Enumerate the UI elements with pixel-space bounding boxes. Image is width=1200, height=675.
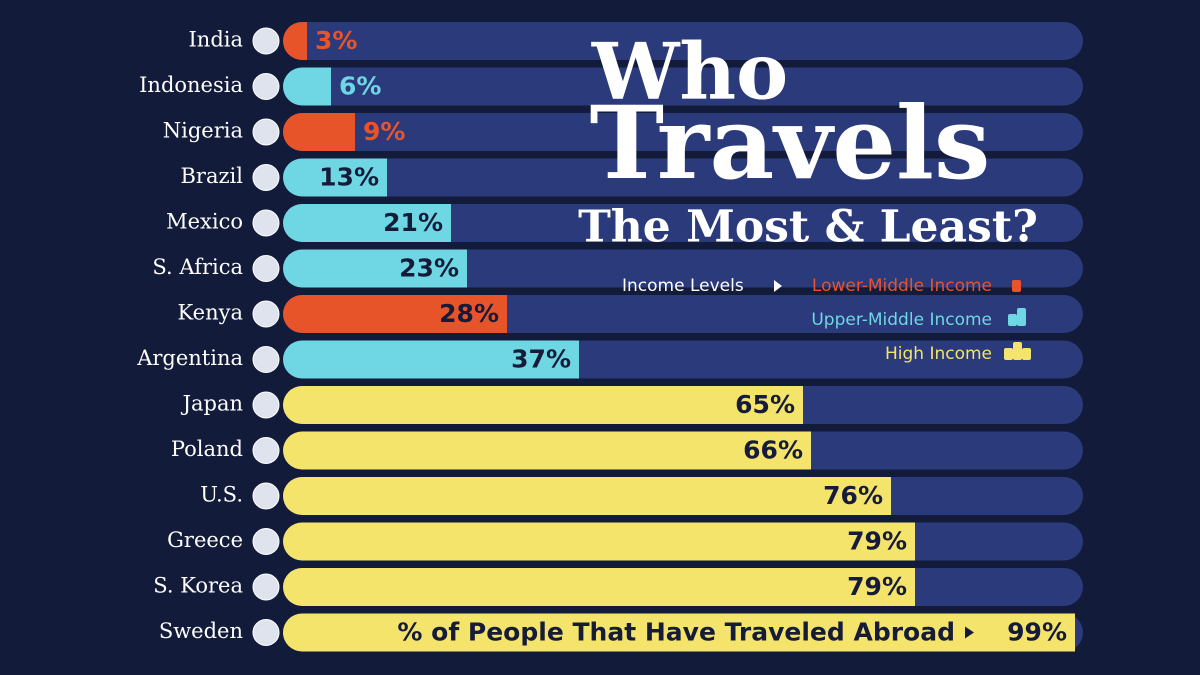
category-label: Greece — [167, 528, 243, 552]
value-label: 65% — [735, 390, 795, 419]
category-label: S. Africa — [152, 255, 243, 279]
category-label: Nigeria — [163, 119, 243, 143]
title-line: The Most & Least? — [578, 202, 1038, 253]
category-label: Argentina — [136, 346, 243, 370]
category-label: Indonesia — [139, 73, 243, 97]
bar — [283, 204, 451, 242]
legend-coin — [1017, 308, 1026, 326]
bar-track — [283, 249, 1083, 288]
value-label: 99% — [1007, 618, 1067, 647]
category-label: Mexico — [166, 210, 243, 234]
bar-track — [283, 158, 1083, 197]
flag-icon — [252, 573, 280, 601]
bar-track — [283, 22, 1083, 60]
legend-coin — [1004, 348, 1013, 360]
category-label: India — [189, 28, 244, 52]
flag-icon — [252, 300, 280, 328]
bar — [283, 568, 915, 606]
flag-icon — [252, 73, 280, 100]
value-label: 9% — [363, 117, 405, 146]
flag-icon — [252, 118, 280, 146]
flag-icon — [252, 437, 280, 464]
bar-track — [283, 67, 1083, 106]
legend-coin — [1012, 280, 1021, 292]
value-label: 28% — [439, 299, 499, 328]
flag-icon — [252, 255, 280, 282]
category-label: S. Korea — [153, 574, 243, 598]
flag-icon — [252, 391, 280, 419]
category-label: Brazil — [181, 164, 244, 188]
flag-icon — [252, 209, 280, 237]
legend-coin — [1022, 348, 1031, 360]
flag-icon — [252, 482, 280, 510]
value-label: 6% — [339, 72, 381, 101]
bar-track — [283, 204, 1083, 242]
bar — [283, 158, 387, 197]
value-label: 21% — [383, 208, 443, 237]
annotation-arrow — [965, 626, 974, 639]
bar — [283, 22, 307, 60]
bar — [283, 249, 467, 288]
value-label: 37% — [511, 345, 571, 374]
value-label: 76% — [823, 481, 883, 510]
bar — [283, 340, 579, 379]
legend-arrow — [774, 280, 782, 292]
legend-coin — [1008, 314, 1017, 326]
title-line: Travels — [590, 84, 991, 202]
value-label: 3% — [315, 26, 357, 55]
bar — [283, 522, 915, 561]
bar — [283, 113, 355, 151]
legend-item: High Income — [885, 344, 992, 364]
flag-icon — [252, 346, 280, 373]
bar — [283, 613, 1075, 652]
flag-icon — [252, 528, 280, 555]
flag-icon — [252, 164, 280, 191]
annotation: % of People That Have Traveled Abroad — [397, 618, 955, 647]
legend-item: Lower-Middle Income — [812, 276, 992, 296]
category-label: U.S. — [200, 483, 243, 507]
category-label: Japan — [181, 392, 243, 416]
legend: Income Levels Lower-Middle Income Upper-M… — [622, 276, 1031, 364]
value-label: 13% — [319, 163, 379, 192]
bar-track — [283, 113, 1083, 151]
value-label: 66% — [743, 436, 803, 465]
title-block: Who Travels The Most & Least? — [578, 27, 1038, 253]
legend-item: Upper-Middle Income — [811, 310, 992, 330]
title-line: Who — [591, 27, 788, 118]
rows: India 3% Indonesia 6% Nigeria 9% Brazil 13% Mexi… — [136, 22, 1083, 652]
category-label: Kenya — [178, 301, 243, 325]
flag-icon — [252, 27, 280, 55]
bar — [283, 67, 331, 106]
bar — [283, 386, 803, 424]
legend-coin — [1013, 342, 1022, 360]
bar — [283, 431, 811, 470]
category-label: Sweden — [159, 619, 243, 643]
flag-icon — [252, 619, 280, 646]
bar — [283, 477, 891, 515]
legend-title: Income Levels — [622, 276, 744, 296]
bar — [283, 295, 507, 333]
value-label: 79% — [847, 527, 907, 556]
value-label: 79% — [847, 572, 907, 601]
value-label: 23% — [399, 254, 459, 283]
category-label: Poland — [171, 437, 243, 461]
